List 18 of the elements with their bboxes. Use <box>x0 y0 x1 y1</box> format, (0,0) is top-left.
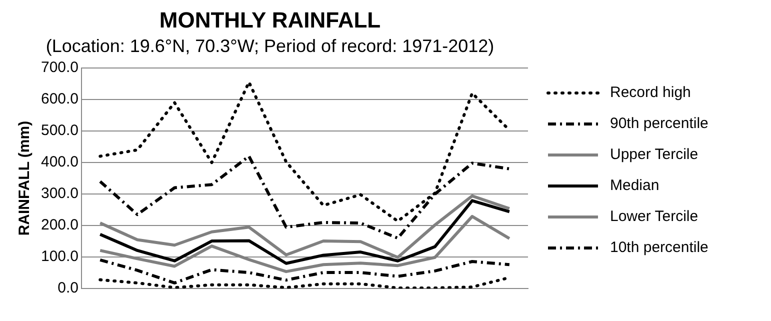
y-tick-label: 0.0 <box>58 280 79 297</box>
legend-label: Lower Tercile <box>610 208 698 226</box>
chart-title: MONTHLY RAINFALL <box>159 7 381 32</box>
line-series <box>98 258 511 284</box>
y-tick-label: 700.0 <box>40 59 79 76</box>
y-tick-label: 100.0 <box>40 248 79 266</box>
y-tick-label: 200.0 <box>40 216 79 234</box>
legend-label: Upper Tercile <box>610 146 698 164</box>
legend-label: Record high <box>610 84 691 102</box>
chart-subtitle: (Location: 19.6°N, 70.3°W; Period of record: 1971-2012) <box>46 36 494 56</box>
y-axis-title: RAINFALL (mm) <box>16 120 34 236</box>
y-tick-label: 300.0 <box>40 185 79 202</box>
y-tick-label: 500.0 <box>40 122 79 140</box>
y-tick-label: 600.0 <box>40 90 79 108</box>
y-tick-label: 400.0 <box>40 154 79 171</box>
legend-label: 90th percentile <box>610 115 708 132</box>
legend-label: 10th percentile <box>610 239 708 256</box>
legend-label: Median <box>610 177 660 194</box>
